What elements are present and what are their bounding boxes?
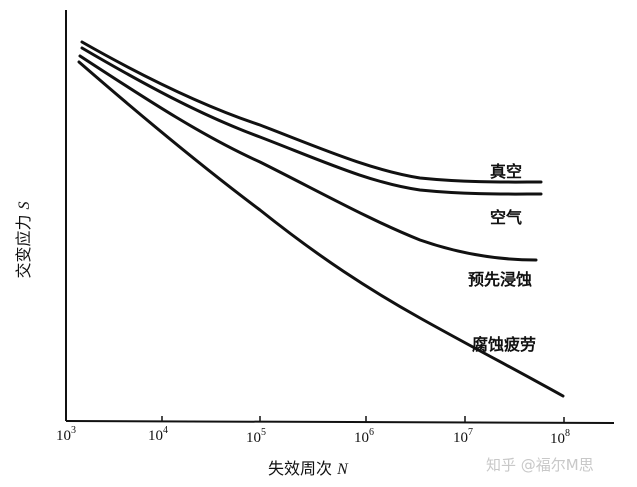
curve-pre-corroded: [78, 54, 538, 262]
y-axis-label: 交变应力 S: [14, 201, 33, 279]
x-axis: [65, 420, 615, 424]
curve-corrosion-fatigue: [77, 60, 565, 398]
x-tick-1e6: 106: [354, 427, 374, 446]
curve-vacuum: [80, 40, 543, 184]
watermark: 知乎 @福尔M思: [486, 456, 594, 474]
x-tick-1e4: 104: [148, 425, 168, 444]
x-tick-1e3: 103: [56, 425, 76, 444]
x-axis-label: 失效周次 N: [268, 459, 348, 478]
x-tick-1e5: 105: [246, 427, 266, 446]
label-pre-corroded: 预先浸蚀: [468, 270, 533, 289]
label-vacuum: 真空: [490, 162, 523, 181]
x-ticks: [161, 416, 565, 423]
label-corrosion-fatigue: 腐蚀疲劳: [472, 335, 537, 354]
label-air: 空气: [490, 208, 523, 227]
x-tick-1e7: 107: [453, 427, 473, 446]
x-tick-1e8: 108: [550, 428, 570, 447]
curve-air: [80, 46, 543, 196]
